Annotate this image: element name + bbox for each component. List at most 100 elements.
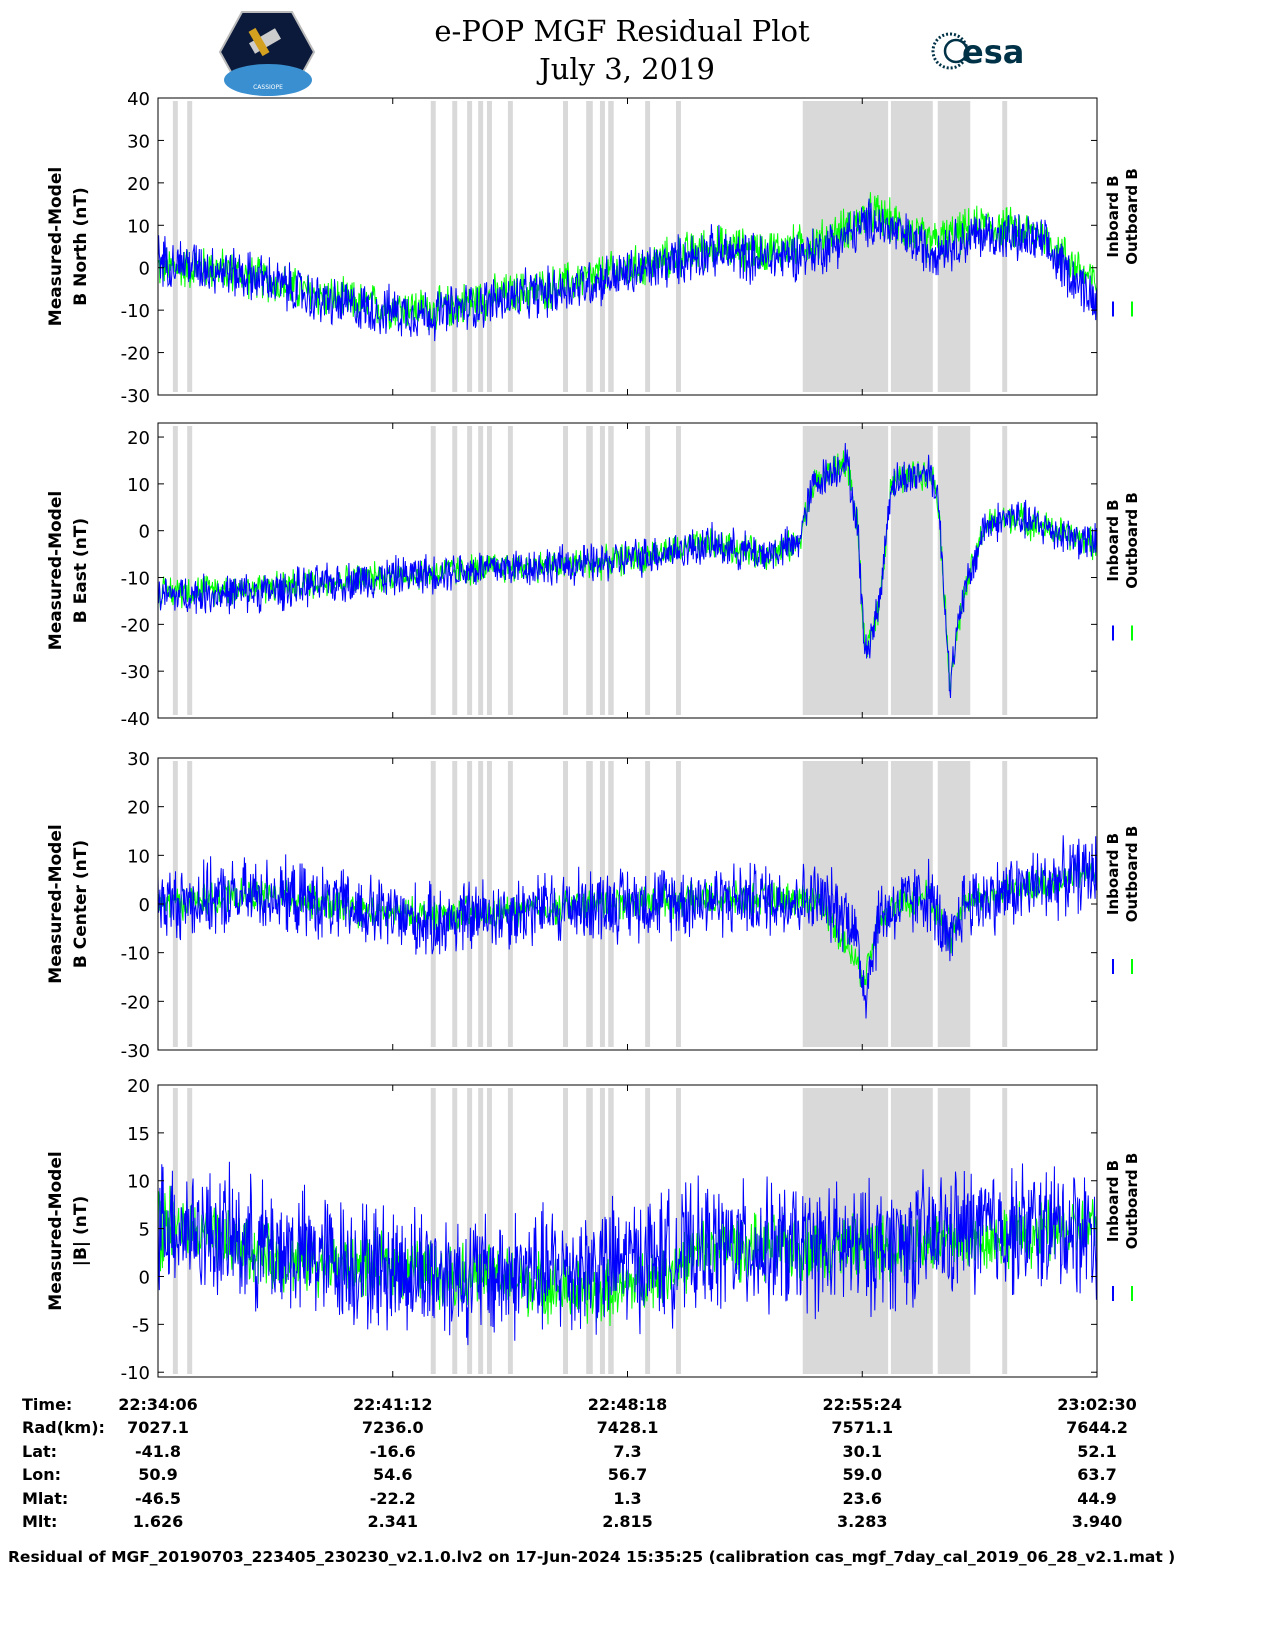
ephemeris-cell: 7571.1 (831, 1418, 893, 1437)
gray-band (608, 101, 614, 392)
gray-band (675, 426, 681, 715)
y-axis-label-line1: Measured-Model (46, 1151, 66, 1310)
ephemeris-cell: 56.7 (608, 1465, 647, 1484)
y-tick-label: -30 (121, 1041, 150, 1062)
ephemeris-cell: 23:02:30 (1057, 1395, 1137, 1414)
gray-band (586, 1088, 593, 1374)
y-tick-label: -10 (121, 944, 150, 965)
gray-band (172, 761, 178, 1047)
ephemeris-row-label: Mlt: (22, 1512, 57, 1531)
ephemeris-cell: 44.9 (1077, 1489, 1116, 1508)
y-axis-label-line2: |B| (nT) (71, 1196, 91, 1267)
y-tick-label: 0 (139, 895, 150, 916)
y-tick-label: -30 (121, 386, 150, 407)
ephemeris-cell: 63.7 (1077, 1465, 1116, 1484)
gray-band (486, 101, 492, 392)
gray-band (452, 101, 458, 392)
inboard-series-line (158, 835, 1097, 1019)
ephemeris-cell: -46.5 (135, 1489, 181, 1508)
ephemeris-row-label: Rad(km): (22, 1418, 105, 1437)
gray-band (563, 1088, 568, 1374)
gray-band (599, 426, 605, 715)
ephemeris-cell: 3.940 (1072, 1512, 1123, 1531)
footer-caption: Residual of MGF_20190703_223405_230230_v… (8, 1548, 1175, 1566)
gray-band (645, 761, 651, 1047)
gray-band (599, 101, 605, 392)
y-axis-label-line2: B Center (nT) (71, 840, 91, 968)
gray-band (478, 1088, 484, 1374)
y-tick-label: -20 (121, 344, 150, 365)
ephemeris-cell: 22:41:12 (353, 1395, 433, 1414)
gray-band (430, 101, 436, 392)
y-axis-label-line1: Measured-Model (46, 491, 66, 650)
ephemeris-cell: -22.2 (370, 1489, 416, 1508)
y-tick-label: 5 (139, 1220, 150, 1241)
y-axis-label-line1: Measured-Model (46, 824, 66, 983)
ephemeris-cell: 2.341 (367, 1512, 418, 1531)
gray-band (1002, 101, 1008, 392)
y-tick-label: -40 (121, 709, 150, 730)
y-tick-label: 30 (127, 749, 150, 770)
ephemeris-cell: -16.6 (370, 1442, 416, 1461)
ephemeris-cell: 23.6 (843, 1489, 882, 1508)
y-tick-label: -30 (121, 662, 150, 683)
ephemeris-cell: 52.1 (1077, 1442, 1116, 1461)
ephemeris-row-label: Lat: (22, 1442, 57, 1461)
ephemeris-cell: 54.6 (373, 1465, 412, 1484)
ephemeris-cell: 7027.1 (127, 1418, 189, 1437)
y-tick-label: 10 (127, 475, 150, 496)
cassiope-logo: CASSIOPE (218, 11, 316, 96)
ephemeris-cell: 7236.0 (362, 1418, 424, 1437)
plot-date: July 3, 2019 (536, 52, 715, 86)
panel-bcenter: 30 20 10 0 -10 -20 -30 Measured-Model B Center (… (46, 749, 1141, 1062)
ephemeris-cell: 2.815 (602, 1512, 653, 1531)
legend-inboard-label: Inboard B (1104, 175, 1122, 257)
gray-band (172, 426, 178, 715)
legend-outboard-label: Outboard B (1123, 492, 1141, 589)
gray-band (563, 101, 568, 392)
gray-band (675, 1088, 681, 1374)
ephemeris-cell: -41.8 (135, 1442, 181, 1461)
legend-inboard-label: Inboard B (1104, 1160, 1122, 1242)
y-tick-label: 0 (139, 259, 150, 280)
gray-band (507, 101, 513, 392)
legend-inboard-label: Inboard B (1104, 833, 1122, 915)
ephemeris-cell: 7428.1 (597, 1418, 659, 1437)
ephemeris-cell: 59.0 (843, 1465, 882, 1484)
gray-band (478, 101, 484, 392)
y-tick-label: -10 (121, 301, 150, 322)
gray-band (608, 1088, 614, 1374)
y-axis-label-line2: B East (nT) (71, 518, 91, 623)
legend-outboard-label: Outboard B (1123, 168, 1141, 265)
y-tick-label: 0 (139, 522, 150, 543)
ephemeris-row-label: Time: (22, 1395, 72, 1414)
ephemeris-cell: 1.626 (133, 1512, 184, 1531)
gray-band (187, 101, 193, 392)
y-tick-label: -20 (121, 615, 150, 636)
gray-band (172, 101, 178, 392)
legend-outboard-label: Outboard B (1123, 1153, 1141, 1250)
ephemeris-cell: 50.9 (138, 1465, 177, 1484)
ephemeris-row-label: Mlat: (22, 1489, 68, 1508)
y-tick-label: 0 (139, 1267, 150, 1288)
panel-b: 20 15 10 5 0 -5 -10 Measured-Model |B| (nT) Inboa… (46, 1076, 1141, 1384)
gray-band (507, 1088, 513, 1374)
esa-logo: esa (931, 32, 1024, 71)
y-tick-label: 10 (127, 846, 150, 867)
y-axis-label-line2: B North (nT) (71, 187, 91, 306)
ephemeris-row-label: Lon: (22, 1465, 61, 1484)
y-tick-label: 20 (127, 798, 150, 819)
y-tick-label: -5 (132, 1315, 150, 1336)
ephemeris-cell: 7644.2 (1066, 1418, 1128, 1437)
y-tick-label: 20 (127, 1076, 150, 1097)
panel-beast: 20 10 0 -10 -20 -30 -40 Measured-Model B East (n… (46, 422, 1141, 730)
ephemeris-cell: 22:55:24 (822, 1395, 902, 1414)
gray-band (645, 426, 651, 715)
ephemeris-cell: 1.3 (613, 1489, 641, 1508)
gray-band (430, 1088, 436, 1374)
y-tick-label: 10 (127, 216, 150, 237)
inboard-series-line (158, 198, 1097, 342)
y-tick-label: 20 (127, 428, 150, 449)
y-tick-label: 10 (127, 1172, 150, 1193)
